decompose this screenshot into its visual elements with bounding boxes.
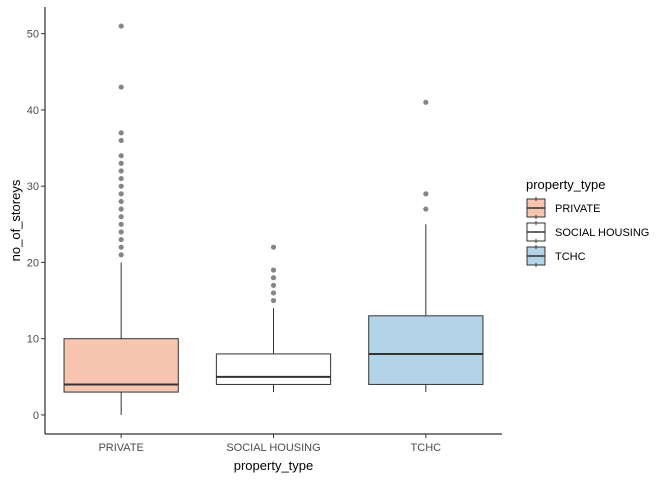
y-axis-title: no_of_storeys xyxy=(8,179,23,261)
outlier-point xyxy=(118,191,124,197)
outlier-point xyxy=(118,244,124,250)
outlier-point xyxy=(118,221,124,227)
outlier-point xyxy=(118,229,124,235)
outlier-point xyxy=(118,137,124,144)
box-body xyxy=(63,338,179,393)
outlier-point xyxy=(118,198,124,205)
outlier-point xyxy=(270,244,277,250)
x-tick-label: SOCIAL HOUSING xyxy=(226,442,320,454)
outlier-point xyxy=(118,214,124,220)
legend-item-1: SOCIAL HOUSING xyxy=(526,221,649,243)
legend-item-0: PRIVATE xyxy=(526,197,600,219)
x-tick-label: PRIVATE xyxy=(98,442,143,454)
outlier-point xyxy=(118,168,124,174)
outlier-point xyxy=(270,297,277,304)
outlier-point xyxy=(118,236,124,243)
outlier-point xyxy=(118,175,124,182)
outlier-point xyxy=(118,130,124,136)
outlier-point xyxy=(118,206,124,212)
x-tick-label: TCHC xyxy=(411,442,442,454)
outlier-point xyxy=(118,23,124,29)
outlier-point xyxy=(270,267,277,273)
outlier-point xyxy=(270,290,277,296)
y-tick-label: 50 xyxy=(27,29,39,41)
box-1 xyxy=(215,244,332,393)
y-tick-label: 10 xyxy=(27,334,39,346)
outlier-point xyxy=(118,153,124,159)
y-tick-label: 30 xyxy=(27,181,39,193)
x-axis-title: property_type xyxy=(234,458,314,473)
y-tick-label: 40 xyxy=(27,105,39,117)
axes: 0 10 20 30 40 50 PRIVATE SOCIAL HOUSING TCHC xyxy=(27,7,502,454)
outlier-point xyxy=(423,191,429,197)
outlier-point xyxy=(118,183,124,189)
legend-label: SOCIAL HOUSING xyxy=(555,227,649,239)
outlier-point xyxy=(118,160,124,166)
box-0 xyxy=(63,23,179,415)
legend-title: property_type xyxy=(526,177,606,192)
legend-item-2: TCHC xyxy=(526,245,586,267)
outlier-point xyxy=(270,282,277,288)
plot-area xyxy=(63,23,484,415)
box-body xyxy=(368,315,484,385)
outlier-point xyxy=(118,252,124,258)
box-2 xyxy=(368,99,484,393)
outlier-point xyxy=(423,206,429,212)
outlier-point xyxy=(270,275,277,281)
legend: property_type PRIVATE SOCIAL HOUSING TCHC xyxy=(526,177,649,267)
y-tick-label: 20 xyxy=(27,257,39,269)
box-body xyxy=(215,353,332,385)
outlier-point xyxy=(118,84,124,90)
y-tick-label: 0 xyxy=(33,410,39,422)
outlier-point xyxy=(423,99,429,105)
legend-label: TCHC xyxy=(555,251,586,263)
legend-label: PRIVATE xyxy=(555,203,600,215)
